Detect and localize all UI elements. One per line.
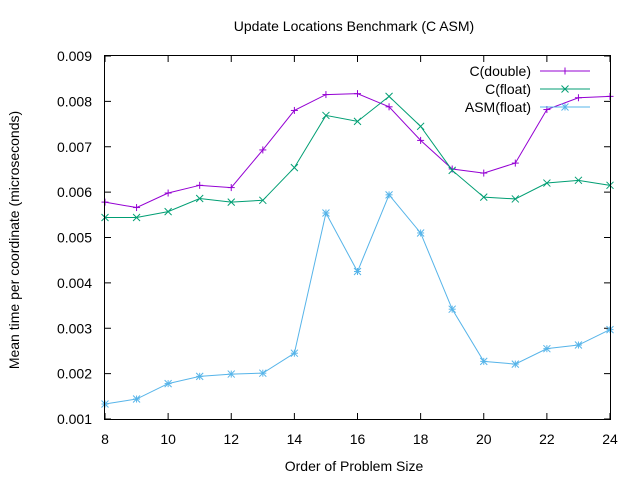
data-point [543, 344, 551, 353]
y-tick-label: 0.003 [57, 320, 92, 336]
y-tick-label: 0.001 [57, 411, 92, 427]
data-point [259, 146, 267, 154]
data-point [353, 267, 362, 276]
y-tick-label: 0.007 [57, 139, 92, 155]
data-point [448, 166, 457, 175]
y-tick-label: 0.004 [57, 275, 92, 291]
data-point [448, 305, 457, 314]
data-point [574, 94, 582, 102]
y-tick-label: 0.008 [57, 93, 92, 109]
data-point [511, 195, 520, 203]
x-tick-label: 24 [602, 431, 618, 447]
legend-marker [561, 67, 569, 75]
data-point [258, 369, 267, 378]
legend-marker [561, 85, 569, 93]
data-point [164, 189, 172, 197]
x-axis-label: Order of Problem Size [285, 458, 424, 474]
series-line [104, 93, 611, 209]
legend: C(double) C(float) ASM(float) [465, 63, 590, 115]
data-point [164, 379, 172, 388]
data-point [354, 90, 361, 98]
plot-frame [104, 55, 611, 420]
series-line [105, 95, 611, 219]
x-tick-label: 12 [223, 431, 239, 447]
data-point [132, 213, 141, 222]
data-point [416, 122, 425, 131]
series-line [104, 193, 611, 405]
x-tick-label: 14 [287, 431, 303, 447]
data-point [322, 91, 330, 99]
x-tick-label: 8 [101, 431, 109, 447]
legend-label: ASM(float) [465, 99, 531, 115]
data-point [227, 370, 236, 378]
y-tick-label: 0.002 [57, 366, 92, 382]
y-tick-label: 0.005 [57, 230, 92, 246]
data-point [543, 179, 551, 187]
legend-label: C(double) [470, 63, 531, 79]
x-tick-label: 10 [160, 431, 176, 447]
data-point [511, 159, 519, 167]
data-point [511, 360, 520, 368]
data-point [353, 117, 362, 126]
data-point [290, 349, 299, 358]
data-point [196, 181, 204, 189]
data-point [479, 193, 488, 201]
data-point [385, 92, 393, 101]
data-point [290, 163, 299, 172]
y-tick-label: 0.006 [57, 184, 92, 200]
axis-ticks: 8 10 12 14 16 18 20 22 24 0.001 0.002 0.003 0.004 0.0… [57, 48, 618, 447]
x-tick-label: 18 [413, 431, 429, 447]
data-point [574, 176, 583, 185]
data-point [574, 341, 583, 349]
data-point [133, 204, 141, 212]
data-point [258, 196, 267, 205]
data-point [448, 165, 456, 173]
chart-title: Update Locations Benchmark (C ASM) [234, 18, 474, 34]
data-point [195, 194, 204, 203]
y-tick-label: 0.009 [57, 48, 92, 64]
data-point [479, 357, 488, 366]
series [101, 90, 614, 212]
data-point [385, 190, 393, 199]
data-point [322, 209, 330, 217]
data-point [290, 106, 298, 114]
data-point [480, 169, 488, 177]
data-point [416, 229, 425, 237]
x-tick-label: 20 [476, 431, 492, 447]
series [101, 190, 614, 408]
series-layer [101, 90, 614, 408]
data-point [322, 111, 330, 120]
data-point [227, 198, 236, 206]
series [101, 92, 614, 222]
legend-label: C(float) [485, 81, 531, 97]
y-axis-label: Mean time per coordinate (microseconds) [6, 111, 22, 369]
data-point [385, 103, 393, 111]
data-point [164, 207, 172, 216]
data-point [132, 395, 141, 403]
data-point [417, 136, 425, 144]
x-tick-label: 22 [539, 431, 555, 447]
legend-marker [561, 103, 569, 111]
data-point [195, 372, 204, 381]
data-point [227, 184, 235, 192]
x-tick-label: 16 [350, 431, 366, 447]
